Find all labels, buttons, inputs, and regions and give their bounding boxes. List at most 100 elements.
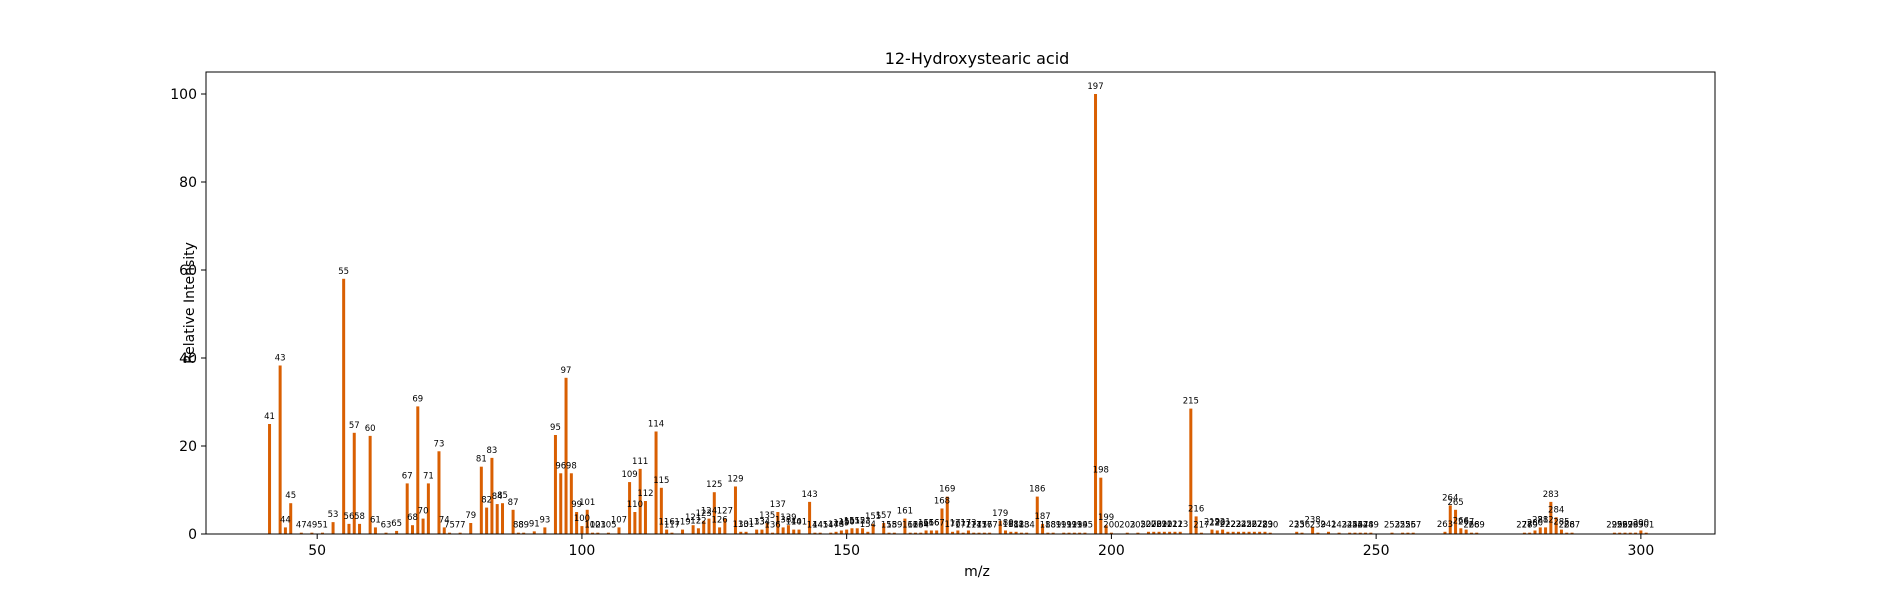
y-tick-label-0: 0 — [188, 527, 197, 543]
peak-bar-83 — [490, 457, 494, 534]
peak-label-122: 122 — [690, 516, 706, 526]
peak-label-125: 125 — [706, 480, 722, 490]
peak-bar-220 — [1215, 530, 1219, 534]
peak-label-140: 140 — [786, 518, 802, 528]
peak-bar-73 — [437, 451, 441, 534]
peak-bar-265 — [1454, 509, 1458, 534]
peak-label-155: 155 — [865, 512, 881, 522]
peak-bar-137 — [776, 512, 780, 534]
peak-bar-189 — [1051, 532, 1055, 534]
peak-label-121: 121 — [685, 513, 701, 523]
peak-bar-112 — [643, 501, 647, 534]
peak-label-117: 117 — [664, 521, 680, 531]
peak-label-154: 154 — [860, 520, 876, 530]
peak-bar-56 — [347, 523, 351, 534]
peak-label-281: 281 — [1532, 515, 1548, 525]
peak-label-181: 181 — [1003, 520, 1019, 530]
peak-bar-194 — [1078, 532, 1082, 534]
peak-label-83: 83 — [487, 446, 498, 456]
peak-bar-159 — [892, 532, 896, 534]
peak-label-163: 163 — [907, 521, 923, 531]
peak-label-249: 249 — [1363, 521, 1379, 531]
peak-label-300: 300 — [1633, 518, 1649, 528]
peak-label-127: 127 — [717, 507, 733, 517]
peak-bar-141 — [797, 529, 801, 534]
peak-label-175: 175 — [971, 521, 987, 531]
peak-label-71: 71 — [423, 471, 434, 481]
peak-bar-131 — [744, 531, 748, 534]
peak-bar-82 — [485, 507, 489, 534]
peak-bar-43 — [278, 365, 282, 534]
peak-label-144: 144 — [807, 521, 823, 531]
peak-bar-249 — [1369, 532, 1373, 534]
peak-bar-75 — [448, 532, 452, 534]
peak-bar-171 — [956, 530, 960, 534]
peak-bar-81 — [479, 466, 483, 534]
peak-bar-114 — [654, 431, 658, 534]
peak-bar-299 — [1634, 532, 1638, 534]
peak-bar-70 — [421, 518, 425, 534]
peak-bar-95 — [553, 435, 557, 534]
peak-bar-177 — [988, 532, 992, 534]
peak-bar-125 — [712, 492, 716, 534]
peak-label-297: 297 — [1617, 521, 1633, 531]
peak-label-93: 93 — [539, 515, 550, 525]
peak-bar-109 — [628, 482, 632, 534]
peak-label-61: 61 — [370, 515, 381, 525]
peak-label-216: 216 — [1188, 504, 1204, 514]
peak-label-278: 278 — [1516, 521, 1532, 531]
peak-bar-186 — [1035, 496, 1039, 534]
peak-bar-116 — [665, 529, 669, 534]
peak-bar-301 — [1644, 532, 1648, 534]
peak-bar-100 — [580, 526, 584, 534]
peak-bar-126 — [718, 527, 722, 534]
peak-bar-99 — [575, 512, 579, 534]
peak-label-44: 44 — [280, 515, 291, 525]
peak-bar-69 — [416, 406, 420, 534]
peak-bar-145 — [818, 532, 822, 534]
peak-bar-61 — [373, 527, 377, 534]
peak-bar-192 — [1067, 532, 1071, 534]
peak-label-65: 65 — [391, 519, 402, 529]
peak-bar-134 — [760, 529, 764, 534]
peak-label-197: 197 — [1087, 82, 1103, 92]
y-tick-label-60: 60 — [179, 263, 197, 279]
peak-label-222: 222 — [1220, 520, 1236, 530]
chart-title: 12-Hydroxystearic acid — [885, 49, 1070, 68]
peak-bar-212 — [1173, 531, 1177, 534]
peak-label-283: 283 — [1543, 490, 1559, 500]
peak-bar-210 — [1162, 531, 1166, 534]
peak-label-96: 96 — [555, 461, 566, 471]
peak-bar-257 — [1411, 532, 1415, 534]
peak-bar-278 — [1522, 532, 1526, 534]
y-tick-label-80: 80 — [179, 175, 197, 191]
peak-bar-241 — [1326, 531, 1330, 534]
peak-bar-98 — [569, 473, 573, 534]
peak-bar-245 — [1348, 532, 1352, 534]
peak-bar-179 — [998, 520, 1002, 534]
peak-bar-71 — [426, 483, 430, 534]
peak-bar-149 — [839, 530, 843, 534]
peak-bar-226 — [1247, 531, 1251, 534]
peak-bar-195 — [1083, 532, 1087, 534]
peak-label-55: 55 — [338, 267, 349, 277]
peak-bar-182 — [1014, 531, 1018, 534]
peak-label-166: 166 — [923, 518, 939, 528]
peak-bar-224 — [1236, 531, 1240, 534]
peak-label-75: 75 — [444, 521, 455, 531]
peak-bar-216 — [1194, 516, 1198, 534]
peak-bar-153 — [861, 528, 865, 534]
peak-bar-57 — [352, 432, 356, 534]
peak-label-107: 107 — [611, 515, 627, 525]
peak-label-135: 135 — [759, 511, 775, 521]
peak-label-221: 221 — [1214, 518, 1230, 528]
peak-bar-281 — [1538, 527, 1542, 534]
peak-label-223: 223 — [1225, 520, 1241, 530]
peak-bar-198 — [1099, 477, 1103, 534]
peak-bar-77 — [458, 532, 462, 534]
peak-bar-147 — [829, 532, 833, 534]
y-axis-ticks: 0 20 40 60 80 100 — [170, 87, 206, 543]
peak-bar-115 — [659, 487, 663, 534]
peak-bar-111 — [638, 468, 642, 534]
peak-label-153: 153 — [854, 516, 870, 526]
